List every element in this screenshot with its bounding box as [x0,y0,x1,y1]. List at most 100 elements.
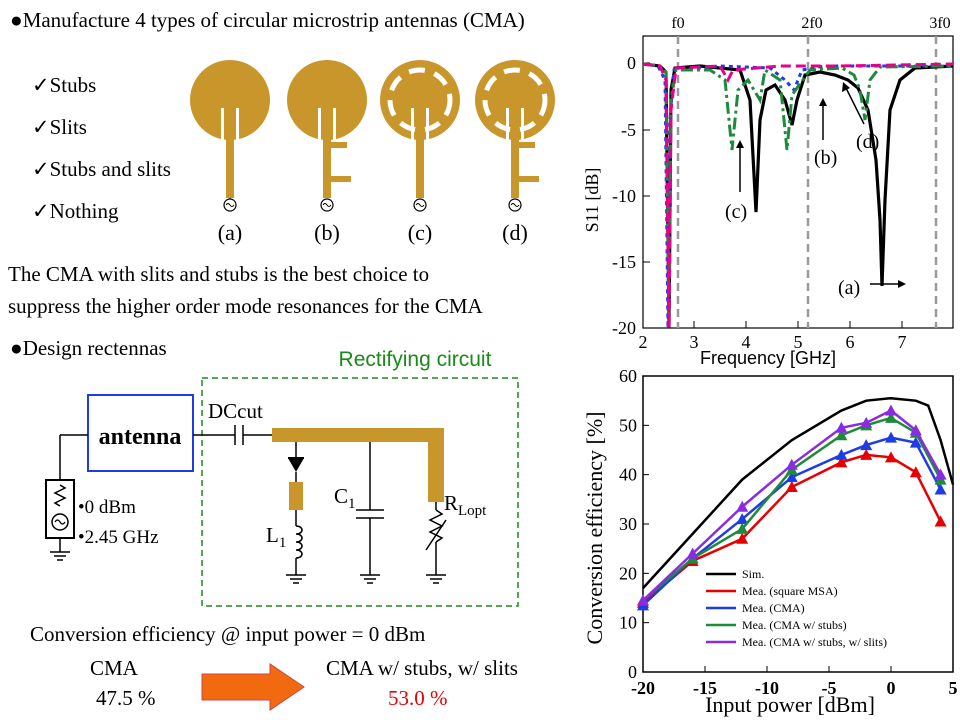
s11-arrowhead-c [736,140,744,148]
antenna-label-c: (c) [408,220,432,245]
section2-title: Design rectennas [22,336,167,360]
source-resistor-icon [53,484,67,507]
antenna-d-drawing [475,60,555,212]
statement-line1: The CMA with slits and stubs is the best… [8,262,430,286]
eff-point-marker [909,436,922,448]
antenna-c-drawing [380,60,460,212]
eff-point-marker [885,404,897,416]
antenna-b-drawing [287,60,367,212]
checkmark-icon: ✓ [32,73,50,97]
bullet-dot: ● [10,336,23,360]
eff-legend-label-3: Mea. (CMA w/ stubs) [742,618,847,632]
eff-point-marker [860,448,873,460]
eff-xlabel: Input power [dBm] [705,692,875,717]
eff-point-marker [909,466,922,478]
checkmark-icon: ✓ [32,199,50,223]
rectifying-circuit-box [201,377,519,607]
eff-point-marker [934,515,947,527]
eff-legend-label-1: Mea. (square MSA) [742,584,838,598]
s11-xtick-6: 6 [846,332,855,352]
eff-xtick-label: 5 [949,678,958,698]
s11-annot-a: (a) [838,277,860,299]
s11-curve-c [642,62,954,321]
eff-legend-label-0: Sim. [742,567,764,581]
check-item-slits: ✓Slits [32,115,87,139]
eff-point-marker [736,500,749,512]
summary-right-value: 53.0 % [388,686,448,710]
s11-xlabel: Frequency [GHz] [700,348,836,368]
harmonic-label-2f0: 2f0 [801,15,822,32]
eff-xtick-label: -15 [693,678,717,698]
eff-ytick-label: 10 [619,613,637,633]
s11-xtick-5: 5 [794,332,803,352]
source-power-label: •0 dBm [78,497,136,518]
eff-point-marker [785,471,798,483]
eff-point-marker [909,424,922,436]
check-item-nothing: ✓Nothing [32,199,119,223]
s11-xtick-3: 3 [690,332,699,352]
ac-source-icon [51,513,69,531]
summary-right-label: CMA w/ stubs, w/ slits [326,656,518,680]
eff-point-marker [736,522,749,534]
summary-title: Conversion efficiency @ input power = 0 … [30,622,426,646]
check-item-stubs: ✓Stubs [32,73,97,97]
eff-ytick-label: 30 [619,514,637,534]
antenna-a-drawing [190,60,270,212]
s11-arrowhead-a [898,280,906,288]
eff-point-marker [785,481,798,492]
eff-xtick-label: 0 [887,678,896,698]
c1-label: C1 [334,484,356,512]
s11-curve-d [642,62,954,329]
diode-icon [288,458,304,472]
checkmark-icon: ✓ [32,115,50,139]
antenna-box [87,394,194,472]
microstrip-line-vertical [428,428,444,502]
antenna-label-b: (b) [314,220,340,245]
s11-arrow-d [845,87,865,125]
eff-xtick-label: -10 [755,678,779,698]
eff-point-marker [835,456,848,468]
eff-xtick-label: -5 [822,678,837,698]
eff-point-marker [885,411,897,423]
rlopt-label: RLopt [444,491,487,519]
s11-ytick-15: -15 [612,252,636,272]
s11-ticks [643,62,903,328]
eff-point-marker [860,439,873,451]
s11-annot-b: (b) [814,147,837,169]
s11-arrowhead-b [819,98,827,106]
s11-ytick-20: -20 [612,318,636,338]
microstrip-stub-l1 [289,482,303,510]
s11-xtick-7: 7 [898,332,907,352]
eff-point-marker [835,429,848,441]
s11-ytick-0: 0 [627,53,636,73]
statement-line2: suppress the higher order mode resonance… [8,294,483,318]
eff-legend-label-4: Mea. (CMA w/ stubs, w/ slits) [742,635,887,649]
summary-left-value: 47.5 % [96,686,156,710]
eff-ytick-label: 40 [619,465,637,485]
harmonic-label-3f0: 3f0 [929,15,950,32]
bullet-dot: ● [10,8,23,32]
rectifying-circuit-label: Rectifying circuit [339,348,492,371]
microstrip-line-horizontal [272,428,444,442]
eff-point-marker [736,532,749,544]
eff-ytick-label: 50 [619,415,637,435]
eff-point-marker [885,431,897,443]
section1-heading: ●Manufacture 4 types of circular microst… [10,8,525,33]
eff-point-marker [785,458,798,470]
harmonic-label-f0: f0 [671,15,684,32]
feature-checklist: ✓Stubs ✓Slits ✓Stubs and slits ✓Nothing [32,64,171,232]
eff-point-marker [885,451,897,463]
eff-point-marker [860,416,873,428]
antenna-label-a: (a) [218,220,242,245]
eff-series-line-0 [642,396,955,589]
eff-ylabel: Conversion efficiency [%] [582,412,607,645]
check-item-stubs-slits: ✓Stubs and slits [32,157,171,181]
dccut-label: DCcut [208,399,263,423]
eff-point-marker [835,448,848,460]
eff-point-marker [736,513,749,525]
eff-point-marker [637,594,649,606]
summary-arrow-icon [201,663,305,711]
s11-ylabel: S11 [dB] [582,168,602,233]
checkmark-icon: ✓ [32,157,50,181]
s11-xtick-2: 2 [639,332,648,352]
